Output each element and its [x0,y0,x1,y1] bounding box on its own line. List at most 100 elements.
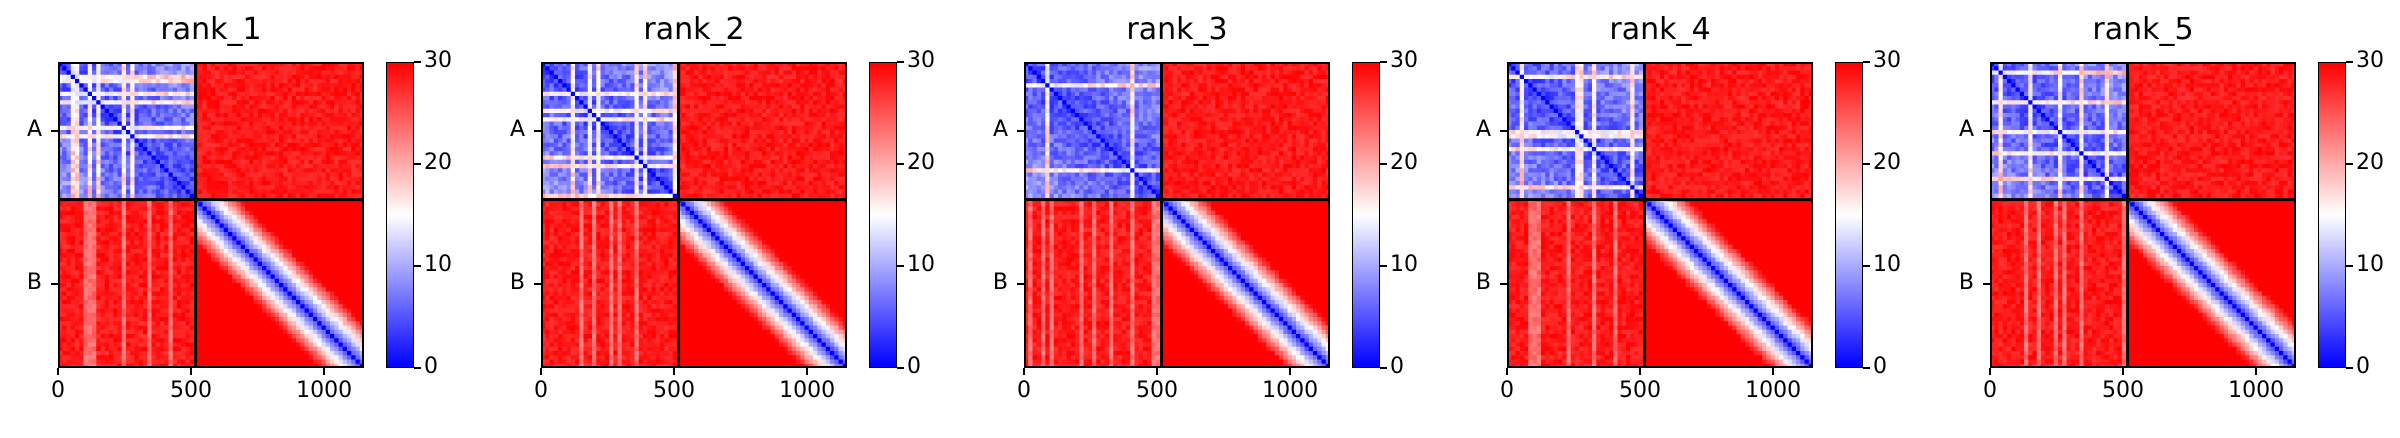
heatmap-cell [279,219,284,225]
heatmap-cell [257,274,263,280]
heatmap-cell [338,346,344,352]
heatmap-cell [172,130,178,135]
heatmap-cell [181,321,187,327]
heatmap-cell [232,142,238,148]
heatmap-cell [198,151,204,157]
heatmap-cell [181,351,187,356]
heatmap-cell [147,108,153,114]
heatmap-cell [202,189,208,195]
heatmap-cell [296,287,301,293]
heatmap-cell [134,240,140,246]
heatmap-cell [274,325,280,331]
heatmap-cell [104,312,110,318]
heatmap-cell [113,325,119,331]
heatmap-cell [347,202,352,208]
heatmap-cell [219,283,225,288]
heatmap-cell [262,278,267,284]
heatmap-cell [274,100,280,106]
heatmap-cell [109,202,114,208]
heatmap-cell [172,62,178,67]
heatmap-cell [359,304,364,310]
heatmap-cell [317,312,323,318]
heatmap-cell [359,202,364,208]
heatmap-cell [359,232,364,237]
heatmap-cell [87,334,93,339]
heatmap-cell [143,351,148,356]
heatmap-cell [338,244,344,250]
heatmap-cell [232,219,238,225]
heatmap-cell [160,164,165,169]
heatmap-cell [342,168,348,174]
heatmap-cell [355,62,361,67]
heatmap-cell [325,210,331,216]
heatmap-cell [96,287,102,293]
heatmap-cell [134,351,140,356]
heatmap-cell [240,274,246,280]
heatmap-cell [172,210,178,216]
heatmap-cell [266,240,272,246]
heatmap-cell [262,96,267,101]
heatmap-cell [338,351,344,356]
heatmap-cell [206,172,212,178]
heatmap-cell [58,329,63,335]
heatmap-cell [240,287,246,293]
heatmap-cell [83,338,89,344]
heatmap-cell [181,342,187,348]
heatmap-cell [287,104,293,110]
heatmap-cell [321,181,327,186]
heatmap-cell [130,100,136,106]
heatmap-cell [330,189,335,195]
heatmap-cell [257,176,263,182]
heatmap-cell [109,130,114,135]
heatmap-cell [223,338,229,344]
heatmap-cell [143,223,148,229]
heatmap-cell [219,223,225,229]
heatmap-cell [79,206,85,212]
heatmap-cell [313,304,318,310]
heatmap-cell [172,66,178,72]
heatmap-cell [228,138,233,144]
heatmap-cell [253,172,259,178]
heatmap-cell [262,300,267,305]
heatmap-cell [300,338,306,344]
heatmap-cell [96,244,102,250]
heatmap-cell [308,287,314,293]
heatmap-cell [79,274,85,280]
heatmap-cell [79,113,85,118]
heatmap-cell [334,287,340,293]
heatmap-cell [70,96,76,101]
heatmap-cell [138,206,144,212]
heatmap-cell [219,151,225,157]
heatmap-cell [206,329,212,335]
heatmap-cell [355,291,361,297]
heatmap-cell [317,125,323,131]
heatmap-cell [274,74,280,80]
heatmap-cell [75,104,80,110]
heatmap-cell [155,83,161,89]
heatmap-cell [151,287,157,293]
heatmap-cell [62,134,68,140]
heatmap-cell [202,121,208,127]
heatmap-cell [279,142,284,148]
heatmap-cell [283,308,289,314]
heatmap-cell [96,147,102,152]
heatmap-cell [177,253,182,259]
heatmap-cell [245,181,250,186]
heatmap-cell [147,300,153,305]
heatmap-cell [325,300,331,305]
heatmap-cell [266,185,272,191]
heatmap-cell [287,338,293,344]
heatmap-cell [249,108,255,114]
heatmap-cell [308,130,314,135]
heatmap-cell [296,185,301,191]
heatmap-cell [342,66,348,72]
heatmap-cell [249,74,255,80]
heatmap-cell [117,317,123,322]
heatmap-cell [126,87,131,93]
heatmap-cell [287,351,293,356]
heatmap-cell [219,100,225,106]
heatmap-cell [155,168,161,174]
heatmap-cell [168,121,174,127]
heatmap-cell [257,295,263,301]
heatmap-cell [189,338,195,344]
